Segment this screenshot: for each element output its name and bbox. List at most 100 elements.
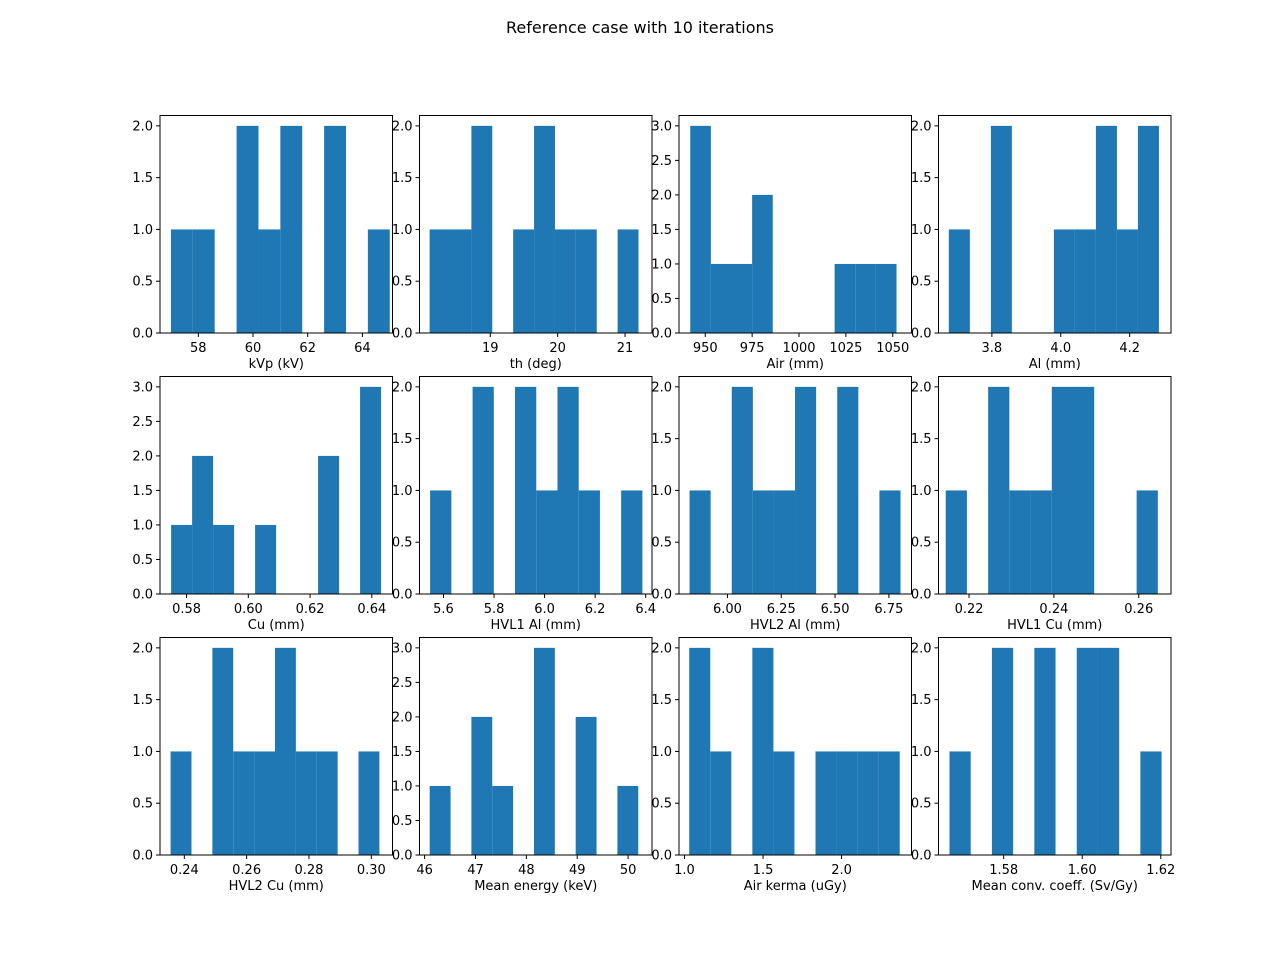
- histogram-bar: [752, 490, 774, 594]
- x-tick-label: 1025: [829, 341, 862, 356]
- y-tick-label: 1.5: [392, 432, 413, 447]
- histogram-bar: [533, 647, 555, 855]
- y-tick-label: 1.0: [911, 223, 932, 238]
- x-axis-label: Mean conv. coeff. (Sv/Gy): [972, 879, 1138, 894]
- y-tick-label: 1.0: [911, 745, 932, 760]
- histogram-bar: [492, 785, 514, 855]
- histogram-bar: [254, 751, 275, 855]
- x-tick-label: 1.5: [753, 863, 774, 878]
- histogram-bar: [1076, 647, 1098, 855]
- y-tick-label: 2.0: [911, 380, 932, 395]
- axes-frame: [159, 115, 393, 334]
- y-tick-label: 3.0: [392, 641, 413, 656]
- y-tick-label: 2.0: [392, 119, 413, 134]
- histogram-bar: [575, 716, 597, 855]
- histogram-bar: [945, 490, 967, 594]
- axes-frame: [419, 115, 653, 334]
- y-tick-label: 0.5: [392, 536, 413, 551]
- histogram-bar: [212, 647, 234, 855]
- histogram-bar: [280, 125, 303, 333]
- histogram-bar: [731, 386, 753, 594]
- histogram-bar: [731, 263, 753, 333]
- histogram-panel: 950 975 1000 1025 1050 0.0 0.5 1.0 1.5 2.0 2.5 3.0 A…: [651, 115, 912, 372]
- histogram-bar: [324, 125, 346, 333]
- histogram-bar: [578, 490, 600, 594]
- y-tick-label: 1.5: [911, 693, 932, 708]
- histogram-bar: [752, 194, 773, 333]
- y-tick-label: 1.5: [911, 432, 932, 447]
- x-tick-label: 0.24: [1039, 602, 1068, 617]
- axes-frame: [419, 637, 653, 856]
- y-tick-label: 0.0: [132, 588, 153, 603]
- histogram-bar: [617, 229, 639, 333]
- histogram-bar: [752, 647, 774, 855]
- histogram-bar: [795, 386, 817, 594]
- histogram-panel: 0.22 0.24 0.26 0.0 0.5 1.0 1.5 2.0 HVL1 Cu (mm): [911, 376, 1172, 633]
- histogram-bar: [472, 386, 494, 594]
- x-tick-label: 64: [354, 341, 371, 356]
- histogram-panel: 5.6 5.8 6.0 6.2 6.4 0.0 0.5 1.0 1.5 2.0 HVL1 Al (m…: [392, 376, 656, 633]
- y-tick-label: 0.0: [651, 327, 672, 342]
- y-tick-label: 1.0: [392, 484, 413, 499]
- y-tick-label: 1.5: [651, 693, 672, 708]
- histogram-bar: [1053, 229, 1075, 333]
- histogram-bar: [710, 751, 732, 855]
- y-tick-label: 0.5: [132, 797, 153, 812]
- x-tick-label: 1050: [876, 341, 909, 356]
- histogram-bar: [429, 785, 451, 855]
- histogram-bar: [429, 229, 451, 333]
- histogram-bar: [836, 751, 858, 855]
- y-tick-label: 1.5: [132, 171, 153, 186]
- x-tick-label: 1.62: [1146, 863, 1175, 878]
- y-tick-label: 0.0: [911, 849, 932, 864]
- y-tick-label: 2.0: [651, 641, 672, 656]
- y-tick-label: 2.0: [911, 641, 932, 656]
- y-tick-label: 3.0: [132, 380, 153, 395]
- histogram-bar: [233, 751, 255, 855]
- x-tick-label: 4.0: [1050, 341, 1071, 356]
- histogram-bar: [554, 229, 576, 333]
- histogram-bar: [1097, 647, 1120, 855]
- y-tick-label: 0.5: [651, 536, 672, 551]
- x-tick-label: 62: [299, 341, 316, 356]
- axes-frame: [419, 376, 653, 595]
- x-tick-label: 6.75: [874, 602, 903, 617]
- x-tick-label: 47: [467, 863, 484, 878]
- y-tick-label: 0.0: [911, 588, 932, 603]
- x-tick-label: 1.60: [1068, 863, 1097, 878]
- figure-title: Reference case with 10 iterations: [506, 18, 774, 37]
- y-tick-label: 1.0: [651, 745, 672, 760]
- histogram-bar: [710, 263, 732, 333]
- y-tick-label: 0.0: [651, 849, 672, 864]
- x-axis-label: HVL2 Cu (mm): [229, 879, 324, 894]
- x-tick-label: 19: [482, 341, 499, 356]
- histogram-bar: [367, 229, 390, 333]
- x-axis-label: Mean energy (keV): [474, 879, 597, 894]
- x-tick-label: 6.25: [767, 602, 796, 617]
- y-tick-label: 1.0: [651, 484, 672, 499]
- y-tick-label: 1.0: [132, 745, 153, 760]
- x-tick-label: 0.22: [955, 602, 984, 617]
- x-tick-label: 50: [620, 863, 637, 878]
- y-tick-label: 0.0: [911, 327, 932, 342]
- histogram-bar: [515, 386, 537, 594]
- y-tick-label: 1.5: [911, 171, 932, 186]
- axes-frame: [678, 637, 912, 856]
- x-tick-label: 58: [190, 341, 207, 356]
- histogram-bar: [948, 229, 970, 333]
- y-tick-label: 0.5: [392, 814, 413, 829]
- x-tick-label: 5.6: [433, 602, 454, 617]
- x-tick-label: 5.8: [484, 602, 505, 617]
- histogram-panel: 19 20 21 0.0 0.5 1.0 1.5 2.0 th (deg): [392, 115, 653, 372]
- y-tick-label: 2.5: [132, 415, 153, 430]
- y-tick-label: 2.0: [651, 380, 672, 395]
- y-tick-label: 0.0: [132, 849, 153, 864]
- y-tick-label: 1.5: [392, 171, 413, 186]
- x-tick-label: 2.0: [831, 863, 852, 878]
- y-tick-label: 3.0: [651, 119, 672, 134]
- x-tick-label: 0.58: [172, 602, 201, 617]
- y-tick-label: 0.0: [132, 327, 153, 342]
- histogram-bar: [450, 229, 472, 333]
- histogram-panel: 3.8 4.0 4.2 0.0 0.5 1.0 1.5 2.0 Al (mm): [911, 115, 1172, 372]
- histogram-bar: [1095, 125, 1117, 333]
